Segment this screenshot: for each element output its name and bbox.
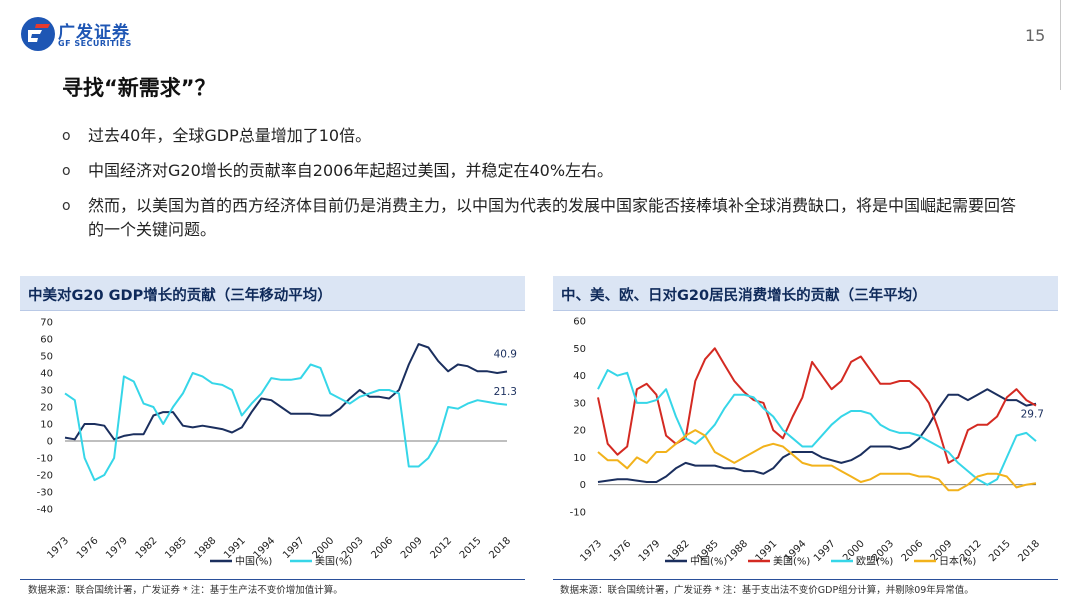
legend-label: 美国(%) [773, 555, 810, 568]
x-tick-label: 2018 [1016, 538, 1042, 564]
series-line-3 [597, 429, 1037, 492]
series-line-1 [64, 363, 508, 482]
y-tick-label: 0 [47, 437, 53, 448]
legend-label: 中国(%) [690, 555, 727, 568]
bullet-text: 然而，以美国为首的西方经济体目前仍是消费主力，以中国为代表的发展中国家能否接棒填… [88, 196, 1017, 239]
logo-cn-text: 广发证券 [58, 23, 130, 43]
y-tick-label: 40 [40, 369, 53, 380]
x-tick-label: 1976 [608, 538, 634, 564]
series-line-2 [597, 369, 1037, 486]
x-tick-label: 2009 [399, 535, 425, 561]
bullet-marker: o [62, 128, 71, 144]
y-tick-label: -40 [37, 505, 53, 516]
x-tick-label: 2006 [369, 535, 395, 561]
right-chart-title-bar: 中、美、欧、日对G20居民消费增长的贡献（三年平均） [553, 276, 1058, 311]
legend-label: 美国(%) [315, 555, 352, 568]
logo-en-text: GF SECURITIES [58, 39, 132, 48]
legend-label: 日本(%) [939, 555, 976, 568]
gf-logo-icon [21, 17, 55, 51]
legend-label: 中国(%) [235, 555, 272, 568]
series-line-0 [597, 388, 1037, 483]
y-tick-label: 60 [573, 317, 586, 328]
left-chart-title: 中美对G20 GDP增长的贡献（三年移动平均） [28, 288, 332, 304]
x-tick-label: 2015 [458, 535, 484, 561]
y-tick-label: -10 [37, 454, 53, 465]
y-tick-label: 10 [40, 420, 53, 431]
right-chart-title: 中、美、欧、日对G20居民消费增长的贡献（三年平均） [561, 288, 927, 304]
y-tick-label: 50 [40, 352, 53, 363]
bullet-text: 中国经济对G20增长的贡献率自2006年起超过美国，并稳定在40%左右。 [88, 161, 614, 180]
right-source-divider [553, 579, 1058, 580]
x-tick-label: 1979 [104, 535, 130, 561]
x-tick-label: 1988 [193, 535, 219, 561]
y-tick-label: -20 [37, 471, 53, 482]
bullet-item: o 然而，以美国为首的西方经济体目前仍是消费主力，以中国为代表的发展中国家能否接棒… [62, 194, 1022, 242]
end-value-label: 40.9 [494, 348, 517, 360]
x-tick-label: 1976 [75, 535, 101, 561]
x-tick-label: 1997 [281, 535, 307, 561]
bullet-item: o 过去40年，全球GDP总量增加了10倍。 [62, 124, 1022, 148]
right-chart-source: 数据来源：联合国统计署，广发证券 * 注：基于支出法不变价GDP组分计算，并剔除… [560, 585, 974, 596]
x-tick-label: 1979 [637, 538, 663, 564]
left-source-divider [20, 579, 525, 580]
end-value-label: 29.7 [1021, 409, 1044, 421]
x-tick-label: 1973 [578, 538, 604, 564]
left-chart-source: 数据来源：联合国统计署，广发证券 * 注：基于生产法不变价增加值计算。 [28, 585, 343, 596]
x-tick-label: 2012 [428, 535, 454, 561]
series-line-0 [64, 343, 508, 441]
x-tick-label: 1982 [134, 535, 160, 561]
bullet-marker: o [62, 163, 71, 179]
x-tick-label: 1973 [45, 535, 71, 561]
y-tick-label: -10 [570, 508, 586, 519]
y-tick-label: 10 [573, 453, 586, 464]
x-tick-label: 1985 [163, 535, 189, 561]
x-tick-label: 1988 [724, 538, 750, 564]
legend-label: 欧盟(%) [856, 556, 893, 568]
y-tick-label: 20 [573, 426, 586, 437]
page-number: 15 [1025, 26, 1046, 45]
y-tick-label: 20 [40, 403, 53, 414]
left-chart-title-bar: 中美对G20 GDP增长的贡献（三年移动平均） [20, 276, 525, 311]
y-tick-label: 60 [40, 335, 53, 346]
y-tick-label: 40 [573, 371, 586, 382]
x-tick-label: 2018 [487, 535, 513, 561]
x-tick-label: 2015 [987, 538, 1013, 564]
y-tick-label: 50 [573, 344, 586, 355]
bullet-list: o 过去40年，全球GDP总量增加了10倍。 o 中国经济对G20增长的贡献率自20… [62, 124, 1022, 253]
slide-title: 寻找“新需求”？ [62, 76, 216, 100]
y-tick-label: -30 [37, 488, 53, 499]
bullet-marker: o [62, 198, 71, 214]
bullet-item: o 中国经济对G20增长的贡献率自2006年起超过美国，并稳定在40%左右。 [62, 159, 1022, 183]
header-divider [1060, 0, 1061, 90]
bullet-text: 过去40年，全球GDP总量增加了10倍。 [88, 126, 372, 145]
y-tick-label: 70 [40, 318, 53, 329]
y-tick-label: 30 [573, 398, 586, 409]
end-value-label: 21.3 [494, 386, 517, 398]
y-tick-label: 0 [580, 480, 586, 491]
series-line-1 [597, 347, 1037, 464]
y-tick-label: 30 [40, 386, 53, 397]
